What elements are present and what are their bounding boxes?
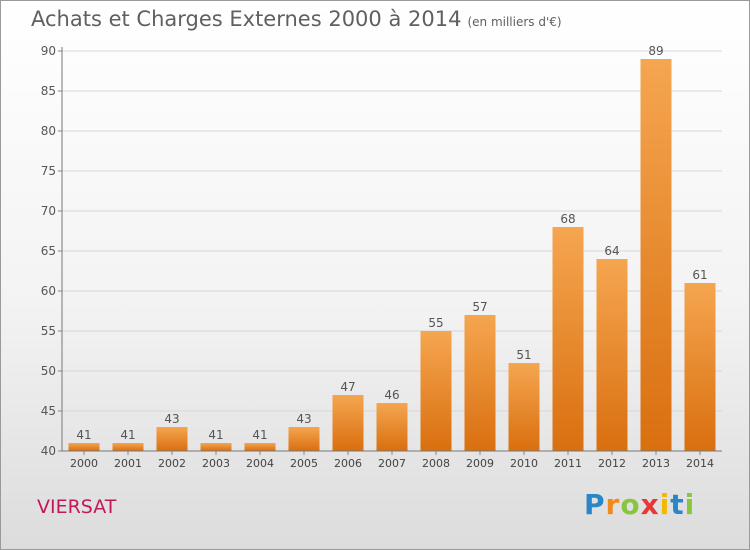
- bar: [596, 259, 628, 451]
- x-tick-label: 2004: [246, 457, 274, 470]
- x-axis-labels: 2000 2001 2002 2003 2004 2005 2006 2007 2008 2009…: [70, 451, 714, 470]
- data-label: 68: [560, 212, 575, 226]
- data-label: 57: [472, 300, 487, 314]
- data-label: 89: [648, 44, 663, 58]
- y-tick-label: 70: [41, 204, 56, 218]
- y-tick-label: 75: [41, 164, 56, 178]
- y-tick-label: 65: [41, 244, 56, 258]
- bar: [200, 443, 232, 451]
- bar: [68, 443, 100, 451]
- data-label: 41: [120, 428, 135, 442]
- bar: [376, 403, 408, 451]
- logo-letter: i: [684, 488, 696, 521]
- x-tick-label: 2007: [378, 457, 406, 470]
- y-tick-label: 40: [41, 444, 56, 458]
- y-tick-label: 50: [41, 364, 56, 378]
- x-tick-label: 2006: [334, 457, 362, 470]
- x-tick-label: 2013: [642, 457, 670, 470]
- x-tick-label: 2008: [422, 457, 450, 470]
- data-label: 51: [516, 348, 531, 362]
- logo-letter: t: [670, 488, 685, 521]
- y-tick-label: 80: [41, 124, 56, 138]
- x-tick-label: 2000: [70, 457, 98, 470]
- bar: [552, 227, 584, 451]
- y-tick-label: 45: [41, 404, 56, 418]
- data-label: 64: [604, 244, 619, 258]
- bar: [112, 443, 144, 451]
- data-label: 41: [208, 428, 223, 442]
- bar: [508, 363, 540, 451]
- bar: [464, 315, 496, 451]
- x-tick-label: 2009: [466, 457, 494, 470]
- y-tick-label: 55: [41, 324, 56, 338]
- chart-title: Achats et Charges Externes 2000 à 2014 (e…: [31, 7, 562, 31]
- data-label: 41: [76, 428, 91, 442]
- data-label: 46: [384, 388, 399, 402]
- data-label: 55: [428, 316, 443, 330]
- y-tick-label: 90: [41, 44, 56, 58]
- axes: [61, 47, 722, 452]
- proxiti-logo: Proxiti: [584, 488, 695, 521]
- data-label: 61: [692, 268, 707, 282]
- data-label: 47: [340, 380, 355, 394]
- logo-letter: x: [640, 488, 660, 521]
- logo-letter: i: [659, 488, 671, 521]
- logo-letter: o: [620, 488, 641, 521]
- chart-title-text: Achats et Charges Externes 2000 à 2014: [31, 7, 462, 31]
- bar: [288, 427, 320, 451]
- x-tick-label: 2005: [290, 457, 318, 470]
- data-label: 43: [296, 412, 311, 426]
- y-tick-label: 85: [41, 84, 56, 98]
- bars: [68, 59, 716, 451]
- x-tick-label: 2014: [686, 457, 714, 470]
- chart-subtitle: (en milliers d'€): [467, 15, 562, 29]
- x-tick-label: 2001: [114, 457, 142, 470]
- bar: [420, 331, 452, 451]
- value-labels: 41 41 43 41 41 43 47 46 55 57 51 68 64 89 61: [76, 44, 707, 442]
- bar: [684, 283, 716, 451]
- bar: [156, 427, 188, 451]
- bar: [244, 443, 276, 451]
- data-label: 41: [252, 428, 267, 442]
- x-tick-label: 2010: [510, 457, 538, 470]
- x-tick-label: 2003: [202, 457, 230, 470]
- data-label: 43: [164, 412, 179, 426]
- x-tick-label: 2002: [158, 457, 186, 470]
- logo-letter: P: [584, 488, 606, 521]
- y-tick-label: 60: [41, 284, 56, 298]
- bar: [332, 395, 364, 451]
- bar: [640, 59, 672, 451]
- x-tick-label: 2011: [554, 457, 582, 470]
- place-label: VIERSAT: [37, 496, 117, 518]
- x-tick-label: 2012: [598, 457, 626, 470]
- logo-letter: r: [605, 488, 621, 521]
- y-axis-labels: 40 45 50 55 60 65 70 75 80 85 90: [41, 44, 62, 458]
